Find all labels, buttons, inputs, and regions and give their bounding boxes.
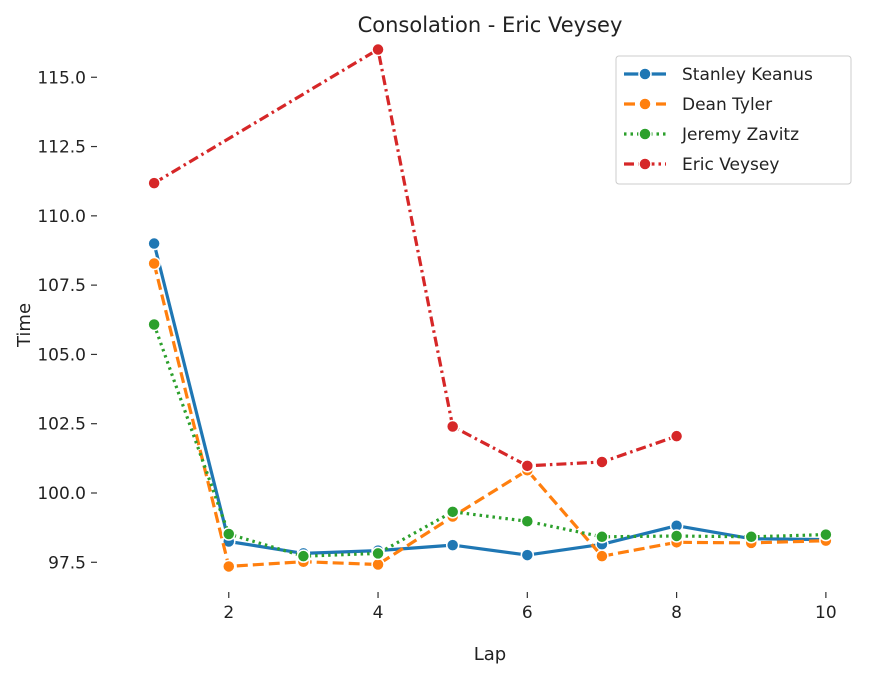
- data-point: [520, 514, 535, 529]
- data-point: [669, 429, 684, 443]
- x-axis-title: Lap: [474, 644, 506, 665]
- data-point: [744, 530, 758, 544]
- legend-box: [615, 55, 852, 185]
- data-point: [819, 527, 833, 542]
- data-point: [147, 256, 161, 271]
- data-point: [595, 549, 609, 563]
- y-axis-title: Time: [14, 303, 35, 348]
- data-point: [445, 538, 460, 552]
- data-point: [147, 176, 161, 190]
- legend-label: Stanley Keanus: [682, 65, 813, 85]
- y-tick-label: 102.5: [37, 415, 86, 435]
- legend-item: Jeremy Zavitz: [624, 125, 799, 145]
- y-tick-label: 97.5: [48, 553, 86, 573]
- data-point: [222, 559, 236, 574]
- series-line: [153, 47, 678, 468]
- data-point: [445, 419, 460, 434]
- series-layer: [147, 42, 833, 574]
- legend-item: Eric Veysey: [624, 155, 779, 175]
- data-point: [445, 505, 460, 519]
- x-axis: 2 4 6 8 10: [223, 592, 837, 623]
- series-1: [147, 256, 833, 574]
- data-point: [222, 527, 236, 541]
- chart-title: Consolation - Eric Veysey: [358, 13, 623, 37]
- series-3: [147, 42, 684, 473]
- x-tick-label: 6: [522, 603, 533, 623]
- data-point: [296, 549, 311, 563]
- y-tick-label: 110.0: [37, 207, 86, 227]
- legend-item: Stanley Keanus: [624, 65, 813, 85]
- data-point: [147, 317, 161, 332]
- data-point: [595, 530, 609, 544]
- data-point: [520, 459, 535, 473]
- legend-marker: [638, 157, 652, 171]
- data-point: [669, 529, 684, 543]
- series-line: [152, 263, 826, 569]
- y-tick-label: 105.0: [37, 345, 86, 365]
- data-point: [147, 236, 161, 251]
- y-tick-label: 112.5: [37, 138, 86, 158]
- data-point: [595, 455, 609, 469]
- x-tick-label: 4: [373, 603, 384, 623]
- legend: Stanley Keanus Dean Tyler Jeremy Zavitz Eri…: [615, 55, 852, 185]
- series-line: [152, 323, 826, 558]
- y-tick-label: 100.0: [37, 484, 86, 504]
- x-tick-label: 8: [671, 603, 682, 623]
- series-2: [147, 317, 833, 563]
- legend-marker: [638, 67, 652, 81]
- series-line: [152, 243, 826, 557]
- legend-label: Jeremy Zavitz: [681, 125, 799, 145]
- y-axis: 97.5 100.0 102.5 105.0 107.5 110.0 112.5 115.0: [37, 68, 97, 573]
- legend-label: Dean Tyler: [682, 95, 772, 115]
- y-tick-label: 107.5: [37, 276, 86, 296]
- legend-item: Dean Tyler: [624, 95, 772, 115]
- data-point: [520, 548, 535, 562]
- data-point: [371, 546, 385, 561]
- data-point: [371, 42, 385, 57]
- series-0: [147, 236, 833, 562]
- data-point: [371, 557, 385, 572]
- y-tick-label: 115.0: [37, 68, 86, 88]
- x-tick-label: 2: [223, 603, 234, 623]
- legend-marker: [638, 97, 652, 111]
- legend-marker: [638, 127, 652, 141]
- x-tick-label: 10: [815, 603, 837, 623]
- legend-label: Eric Veysey: [682, 155, 779, 175]
